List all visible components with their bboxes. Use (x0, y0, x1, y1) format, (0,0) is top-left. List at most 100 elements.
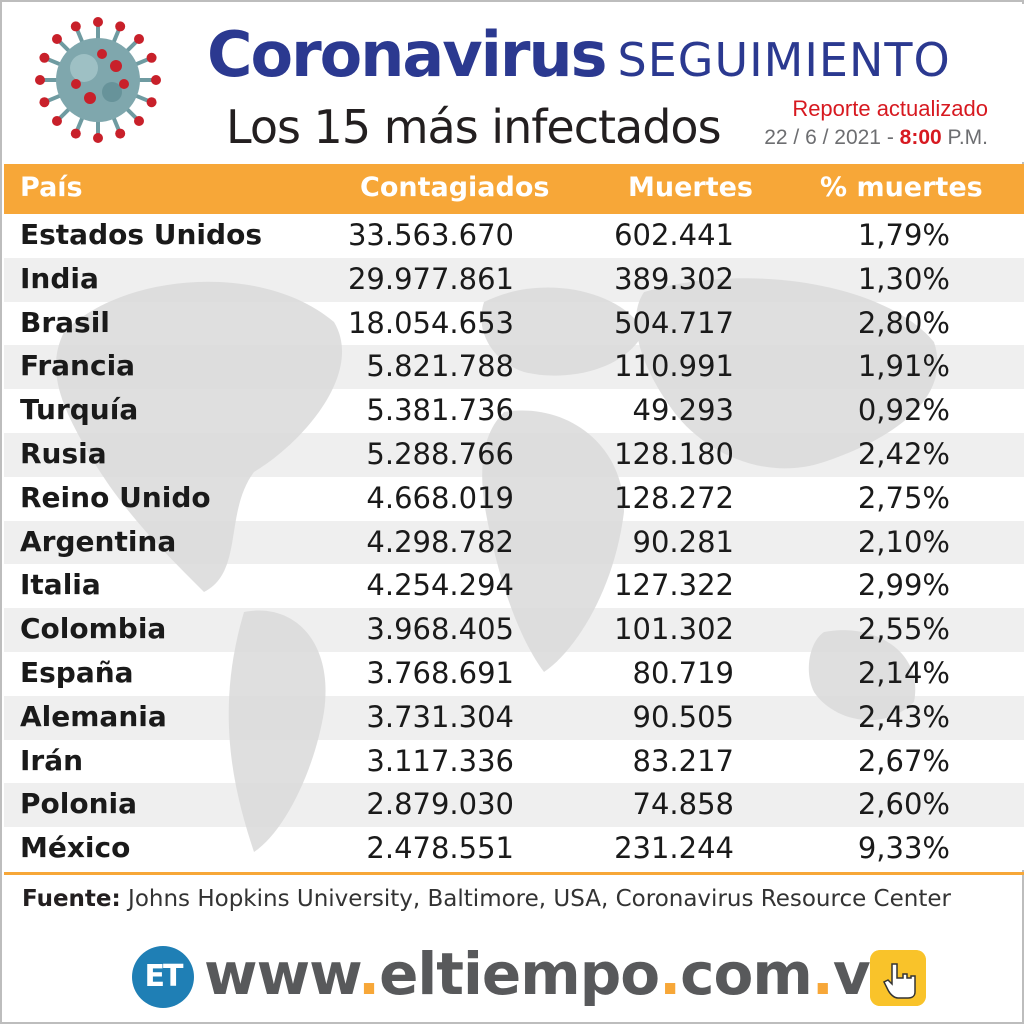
table-row: Colombia 3.968.405 101.302 2,55% (4, 608, 1024, 652)
website-url[interactable]: www.eltiempo.com.ve (204, 940, 909, 1008)
source-text: Johns Hopkins University, Baltimore, USA… (120, 886, 951, 912)
title: Coronavirus SEGUIMIENTO (207, 18, 951, 92)
report-info: Reporte actualizado 22 / 6 / 2021 - 8:00… (764, 96, 988, 150)
column-header-pais: País (20, 172, 83, 203)
cell-country: Reino Unido (20, 480, 211, 514)
url-dot: . (811, 940, 834, 1008)
cell-pct-muertes: 1,30% (857, 261, 950, 296)
cell-muertes: 602.441 (614, 218, 734, 252)
cell-pct-muertes: 2,80% (857, 305, 950, 340)
cell-country: Estados Unidos (20, 218, 262, 251)
cell-contagiados: 4.254.294 (366, 568, 514, 603)
source-note: Fuente: Johns Hopkins University, Baltim… (22, 886, 951, 912)
cell-contagiados: 5.821.788 (366, 349, 514, 384)
table-row: Francia 5.821.788 110.991 1,91% (4, 345, 1024, 390)
pointing-hand-icon (870, 950, 926, 1006)
cell-pct-muertes: 2,55% (857, 612, 950, 647)
cell-contagiados: 5.288.766 (366, 436, 514, 471)
table-row: Estados Unidos 33.563.670 602.441 1,79% (4, 214, 1024, 258)
column-header-pct-muertes: % muertes (820, 172, 983, 203)
cell-contagiados: 4.298.782 (366, 524, 514, 559)
url-dot: . (659, 940, 681, 1008)
title-seguimiento: SEGUIMIENTO (617, 33, 951, 87)
table-header: País Contagiados Muertes % muertes (4, 164, 1024, 214)
cell-country: Argentina (20, 524, 177, 558)
url-part-www: www (204, 940, 359, 1008)
cell-country: Alemania (20, 699, 167, 733)
cell-pct-muertes: 0,92% (857, 393, 950, 428)
table-row: Irán 3.117.336 83.217 2,67% (4, 740, 1024, 784)
cell-muertes: 110.991 (614, 349, 734, 384)
cell-contagiados: 2.478.551 (366, 831, 514, 866)
cell-muertes: 504.717 (614, 305, 734, 340)
cell-muertes: 389.302 (614, 261, 734, 296)
cell-pct-muertes: 2,10% (857, 524, 950, 559)
cell-muertes: 90.281 (632, 524, 734, 559)
source-label: Fuente: (22, 886, 121, 912)
cell-contagiados: 3.968.405 (366, 612, 514, 647)
table-row: Argentina 4.298.782 90.281 2,10% (4, 520, 1024, 565)
url-part-domain: eltiempo (379, 940, 660, 1008)
cell-pct-muertes: 2,60% (857, 787, 950, 822)
table-row: Italia 4.254.294 127.322 2,99% (4, 564, 1024, 608)
table-row: España 3.768.691 80.719 2,14% (4, 652, 1024, 696)
column-header-contagiados: Contagiados (360, 172, 550, 203)
report-ampm: P.M. (947, 126, 988, 149)
cell-pct-muertes: 2,42% (857, 436, 950, 471)
cell-contagiados: 18.054.653 (347, 305, 514, 340)
report-time: 8:00 (899, 126, 942, 149)
world-map-background (55, 278, 938, 852)
cell-muertes: 128.180 (614, 436, 734, 471)
cell-pct-muertes: 1,79% (857, 218, 950, 252)
cell-contagiados: 33.563.670 (347, 218, 514, 252)
url-part-com: com (680, 940, 813, 1008)
cell-country: Italia (20, 568, 101, 602)
title-coronavirus: Coronavirus (207, 18, 608, 91)
cell-country: Francia (20, 349, 136, 383)
cell-pct-muertes: 2,43% (857, 699, 950, 734)
table-row: México 2.478.551 231.244 9,33% (4, 827, 1024, 870)
cell-muertes: 83.217 (632, 743, 734, 778)
cell-contagiados: 3.117.336 (366, 743, 514, 778)
report-date-text: 22 / 6 / 2021 - (764, 126, 894, 149)
cell-country: Polonia (20, 787, 138, 821)
cell-contagiados: 29.977.861 (347, 261, 514, 296)
cell-pct-muertes: 9,33% (857, 831, 950, 866)
url-dot: . (358, 940, 380, 1008)
table-row: Brasil 18.054.653 504.717 2,80% (4, 302, 1024, 346)
cell-country: India (20, 261, 99, 295)
cell-pct-muertes: 1,91% (857, 349, 950, 384)
cell-contagiados: 2.879.030 (366, 787, 514, 822)
cell-pct-muertes: 2,99% (857, 568, 950, 603)
column-header-muertes: Muertes (628, 172, 754, 203)
data-table: País Contagiados Muertes % muertes Estad… (4, 164, 1024, 870)
cell-muertes: 127.322 (614, 568, 734, 603)
cell-muertes: 74.858 (632, 787, 734, 822)
cell-contagiados: 3.731.304 (366, 699, 514, 734)
cell-country: Turquía (20, 393, 139, 427)
cell-country: Brasil (20, 305, 110, 339)
cell-country: México (20, 831, 131, 865)
table-row: Alemania 3.731.304 90.505 2,43% (4, 695, 1024, 740)
cell-pct-muertes: 2,75% (857, 480, 950, 515)
cell-muertes: 231.244 (614, 831, 734, 866)
el-tiempo-logo: ET (132, 946, 194, 1008)
table-body: Estados Unidos 33.563.670 602.441 1,79% Indi… (4, 214, 1024, 870)
table-row: Turquía 5.381.736 49.293 0,92% (4, 389, 1024, 433)
cell-contagiados: 5.381.736 (366, 393, 514, 428)
cell-muertes: 128.272 (614, 480, 734, 515)
header: Coronavirus SEGUIMIENTO Los 15 más infect… (4, 4, 1024, 162)
cell-muertes: 90.505 (632, 699, 734, 734)
cell-country: Rusia (20, 436, 107, 470)
table-row: Reino Unido 4.668.019 128.272 2,75% (4, 477, 1024, 521)
report-date: 22 / 6 / 2021 - 8:00 P.M. (764, 126, 988, 150)
footer-divider (4, 872, 1024, 875)
cell-country: Colombia (20, 612, 167, 646)
cell-contagiados: 4.668.019 (366, 480, 514, 515)
report-label: Reporte actualizado (792, 96, 988, 121)
table-row: Polonia 2.879.030 74.858 2,60% (4, 783, 1024, 828)
table-row: Rusia 5.288.766 128.180 2,42% (4, 432, 1024, 477)
cell-country: Irán (20, 743, 84, 777)
subtitle: Los 15 más infectados (226, 100, 722, 154)
